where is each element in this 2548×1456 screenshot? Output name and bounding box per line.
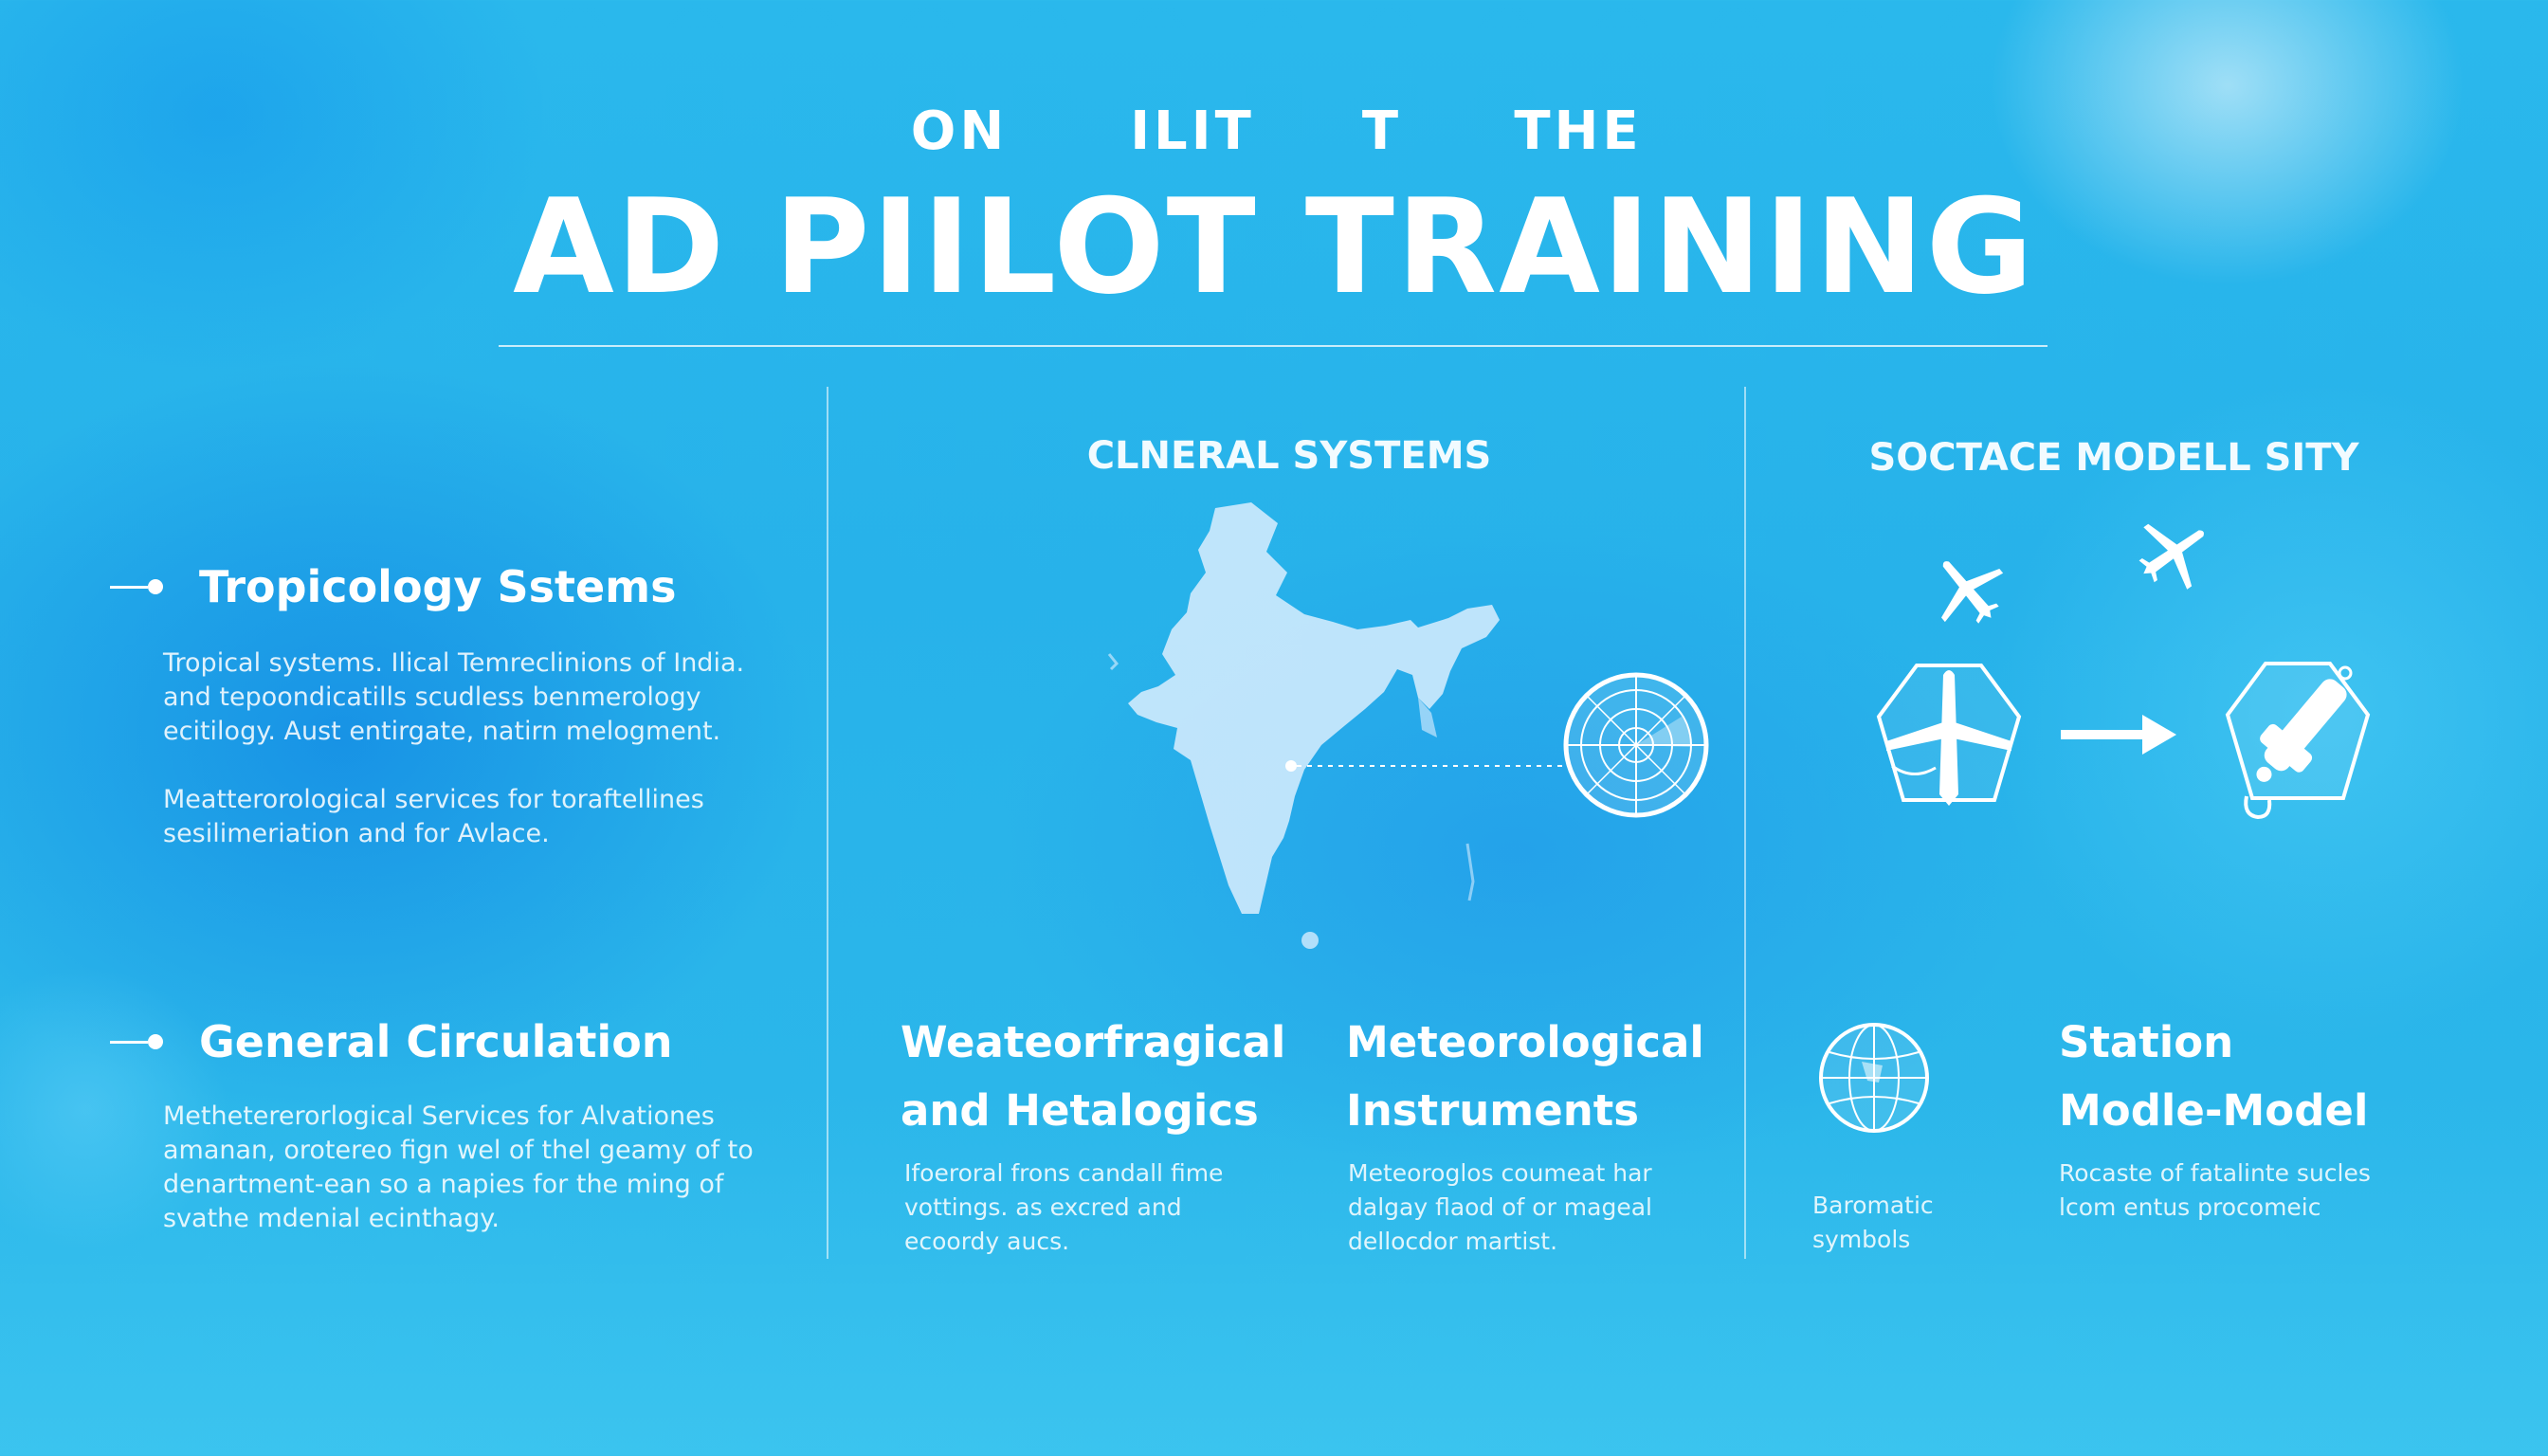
header-kicker: ON ILIT T THE	[0, 100, 2548, 167]
text-line: vottings. as excred and	[904, 1193, 1182, 1221]
bullet-dash-dot-icon	[110, 1040, 148, 1044]
section-heading-label: Tropicology Sstems	[199, 561, 677, 612]
page-title: AD PIILOT TRAINING	[513, 171, 2035, 323]
station-model-title: Station Modle-Model	[2059, 1009, 2368, 1145]
text-line: dalgay flaod of or mageal	[1348, 1193, 1652, 1221]
section-heading-label: General Circulation	[199, 1016, 673, 1067]
text-line: sesilimeriation and for Avlace.	[163, 819, 550, 848]
arrow-right-icon	[2061, 715, 2176, 755]
weateorfragical-description: Ifoeroral frons candall fime vottings. a…	[904, 1156, 1302, 1259]
text-line: symbols	[1812, 1226, 1911, 1253]
text-line: and tepoondicatills scudless benmerology	[163, 682, 701, 712]
text-line: Ifoeroral frons candall fime	[904, 1159, 1224, 1187]
column-heading-soctace-modell-sity: SOCTACE MODELL SITY	[1868, 436, 2359, 480]
weateorfragical-title: Weateorfragical and Hetalogics	[901, 1009, 1285, 1145]
airplane-icon	[2138, 523, 2204, 590]
kicker-word: ILIT	[1130, 100, 1255, 162]
text-line: amanan, orotereo fign wel of thel geamy …	[163, 1136, 754, 1165]
bullet-dot	[148, 1034, 163, 1049]
kicker-word: T	[1361, 100, 1403, 162]
text-line: Meteoroglos coumeat har	[1348, 1159, 1652, 1187]
title-line: Weateorfragical	[901, 1017, 1286, 1067]
text-line: ecoordy aucs.	[904, 1228, 1070, 1255]
text-line: Baromatic	[1812, 1192, 1934, 1219]
general-circulation-paragraph: Methetererorlogical Services for Alvatio…	[163, 1100, 808, 1236]
bullet-dot	[148, 579, 163, 594]
column-heading-clneral-systems: CLNERAL SYSTEMS	[1086, 434, 1492, 478]
section-heading-tropicology: Tropicology Sstems	[110, 561, 676, 612]
title-line: and Hetalogics	[901, 1085, 1259, 1136]
title-line: Modle-Model	[2059, 1085, 2369, 1136]
tropicology-paragraph-1: Tropical systems. Ilical Temreclinions o…	[163, 646, 808, 749]
airplane-icon	[1941, 561, 2004, 624]
meteorological-instruments-title: Meteorological Instruments	[1346, 1009, 1704, 1145]
title-divider	[499, 345, 2048, 347]
station-model-description: Rocaste of fatalinte sucles lcom entus p…	[2059, 1156, 2457, 1225]
radar-icon	[1563, 672, 1709, 818]
baromatic-symbols-caption: Baromatic symbols	[1812, 1189, 2002, 1257]
india-map-icon	[1107, 502, 1570, 949]
column-divider	[1744, 387, 1746, 1259]
kicker-word: ON	[910, 100, 1009, 162]
column-divider	[827, 387, 828, 1259]
kicker-word: THE	[1514, 100, 1643, 162]
section-heading-general-circulation: General Circulation	[110, 1016, 673, 1067]
text-line: Methetererorlogical Services for Alvatio…	[163, 1101, 715, 1131]
globe-icon	[1819, 1023, 1929, 1133]
text-line: ecitilogy. Aust entirgate, natirn melogm…	[163, 717, 721, 746]
meteorological-instruments-description: Meteoroglos coumeat har dalgay flaod of …	[1348, 1156, 1727, 1259]
hexagon-probe-icon	[2225, 662, 2371, 820]
text-line: Meatterorological services for toraftell…	[163, 785, 704, 814]
title-line: Station	[2059, 1017, 2234, 1067]
title-line: Instruments	[1346, 1085, 1640, 1136]
title-line: Meteorological	[1346, 1017, 1704, 1067]
text-line: Tropical systems. Ilical Temreclinions o…	[163, 648, 745, 678]
text-line: dellocdor martist.	[1348, 1228, 1558, 1255]
text-line: lcom entus procomeic	[2059, 1193, 2321, 1221]
text-line: svathe mdenial ecinthagy.	[163, 1204, 500, 1233]
text-line: Rocaste of fatalinte sucles	[2059, 1159, 2371, 1187]
tropicology-paragraph-2: Meatterorological services for toraftell…	[163, 783, 808, 851]
text-line: denartment-ean so a napies for the ming …	[163, 1170, 724, 1199]
hexagon-airplane-icon	[1876, 664, 2022, 806]
bullet-dash-dot-icon	[110, 585, 148, 589]
